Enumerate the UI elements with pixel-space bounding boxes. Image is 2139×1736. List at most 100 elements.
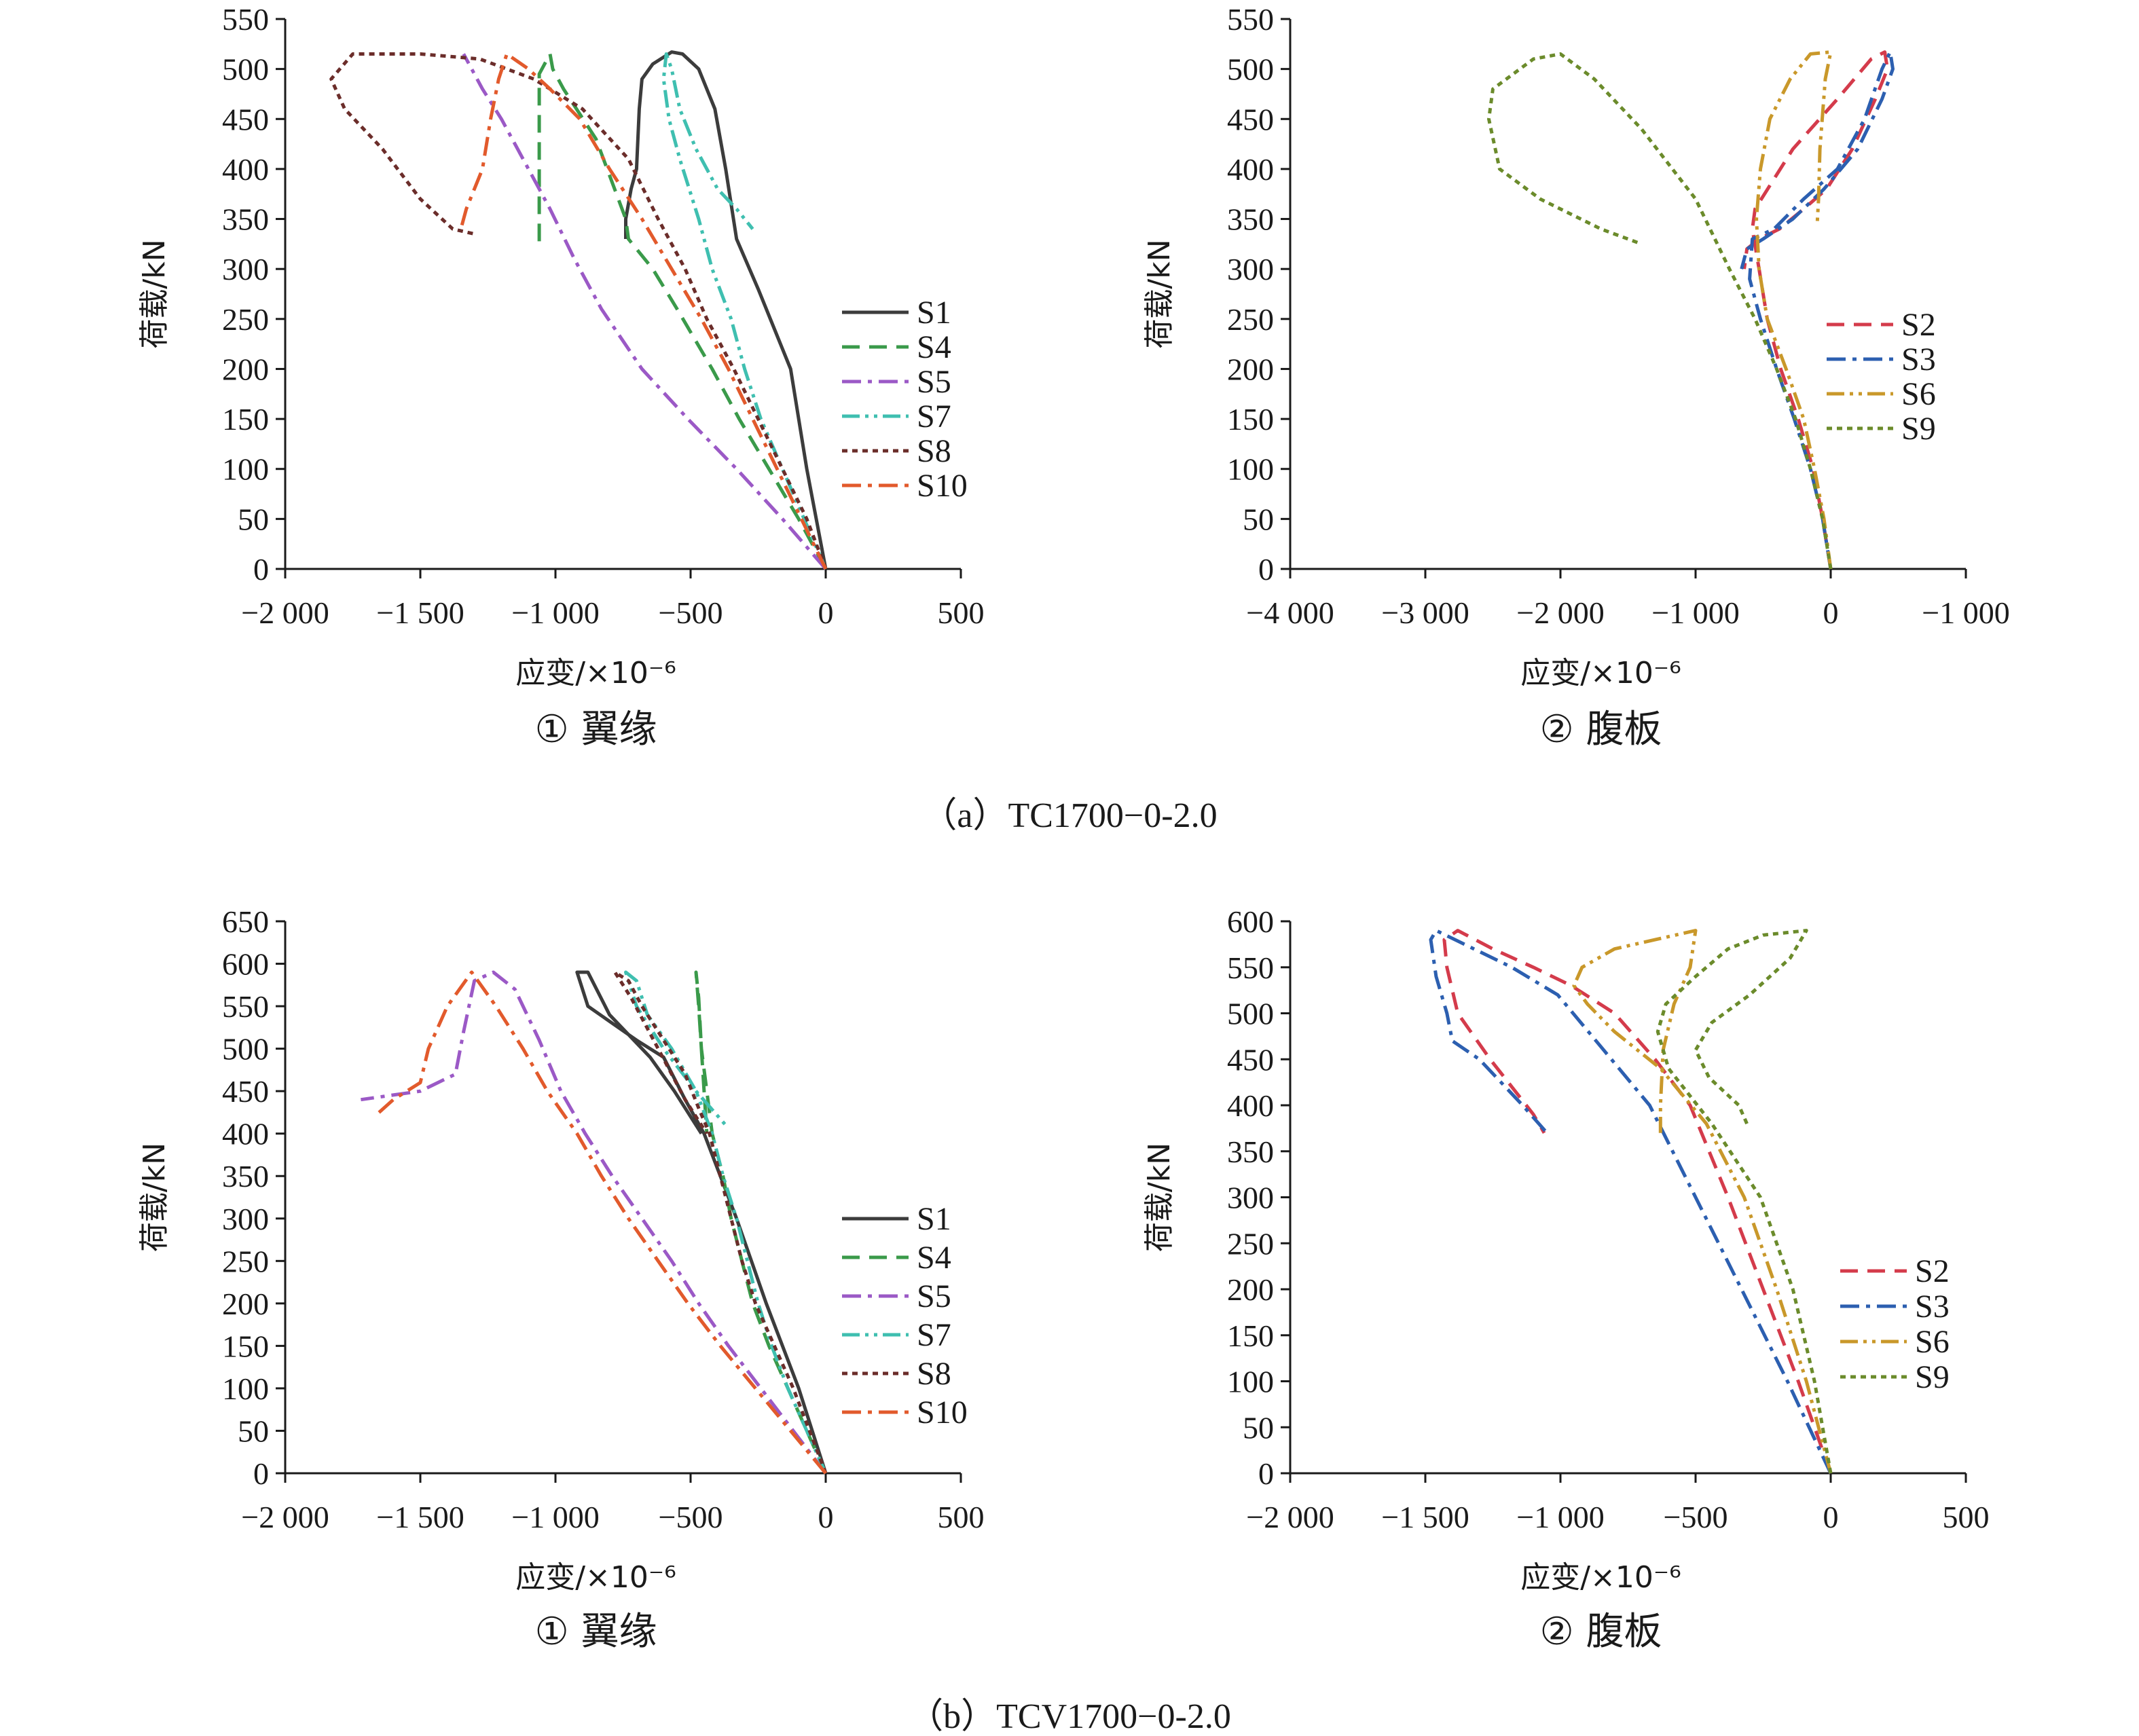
legend-label-s1: S1 [917,295,951,331]
legend-label-s10: S10 [917,1395,968,1430]
x-tick-label: −2 000 [1246,1500,1334,1534]
legend-label-s6: S6 [1915,1324,1950,1360]
y-tick-label: 550 [222,989,269,1024]
y-tick-label: 0 [1258,1456,1274,1491]
panel-subtitle: ② 腹板 [1539,707,1662,752]
y-tick-label: 500 [1227,52,1274,87]
y-tick-label: 300 [1227,252,1274,287]
series-line-s8 [613,970,828,1474]
series-line-s1 [624,50,828,570]
series-line-s4 [694,970,828,1475]
series-line-s10 [373,970,827,1475]
x-axis-label: 应变/×10⁻⁶ [1520,1560,1681,1595]
y-tick-label: 400 [222,1117,269,1151]
y-tick-label: 300 [222,252,269,287]
panel-subtitle: ① 翼缘 [534,707,657,752]
x-tick-label: 0 [1823,595,1839,630]
y-tick-label: 500 [1227,997,1274,1031]
y-tick-label: 200 [1227,352,1274,386]
legend-label-s3: S3 [1901,341,1936,377]
panel-a-web: 0 50 100 150 200 250 300 350 400 450 500 550 −4 000 −… [1142,2,2010,752]
y-tick-label: 250 [1227,1226,1274,1261]
series-line-s7 [624,970,828,1475]
x-tick-label: −1 000 [511,1500,599,1534]
legend-label-s9: S9 [1915,1359,1950,1395]
legend-label-s1: S1 [917,1201,951,1237]
x-axis-label: 应变/×10⁻⁶ [1520,656,1681,690]
y-tick-label: 400 [222,152,269,187]
series-line-s5 [462,53,827,570]
legend-label-s7: S7 [917,399,951,435]
x-tick-label: 500 [938,1500,985,1534]
y-tick-label: 50 [238,502,269,536]
legend-label-s4: S4 [917,1240,951,1276]
x-tick-label: 0 [818,1500,834,1534]
legend-label-s2: S2 [1915,1253,1950,1289]
y-tick-label: 100 [1227,1365,1274,1399]
y-tick-label: 450 [222,1074,269,1109]
y-tick-label: 600 [1227,904,1274,939]
y-tick-label: 100 [1227,452,1274,487]
x-tick-label: 500 [1943,1500,1990,1534]
x-tick-label: −500 [659,595,723,630]
y-tick-label: 150 [222,402,269,437]
series-line-s4 [537,52,828,570]
y-tick-label: 250 [1227,302,1274,337]
x-tick-label: 500 [938,595,985,630]
x-tick-label: −4 000 [1246,595,1334,630]
y-tick-label: 100 [222,452,269,487]
x-axis-label: 应变/×10⁻⁶ [515,656,676,690]
y-tick-label: 100 [222,1371,269,1406]
x-tick-label: −1 000 [1516,1500,1604,1534]
legend-label-s7: S7 [917,1317,951,1353]
legend-label-s6: S6 [1901,376,1936,412]
series-line-s1 [575,970,828,1474]
y-tick-label: 350 [222,1159,269,1194]
y-tick-label: 500 [222,52,269,87]
panel-b-flange: 0 50 100 150 200 250 300 350 400 450 500 550 600 650 −… [137,904,985,1654]
x-tick-label: −1 000 [511,595,599,630]
y-tick-label: 550 [1227,2,1274,37]
legend-label-s5: S5 [917,364,951,400]
x-tick-label: −1 000 [1922,595,2009,630]
legend-label-s8: S8 [917,433,951,469]
y-tick-label: 0 [253,552,269,587]
series-line-s10 [459,52,828,570]
y-tick-label: 400 [1227,1088,1274,1123]
y-tick-label: 200 [222,1287,269,1321]
caption-b: （b）TCV1700−0-2.0 [908,1697,1231,1736]
y-tick-label: 250 [222,302,269,337]
series-line-s6 [1572,929,1833,1474]
x-tick-label: −1 500 [1381,1500,1469,1534]
legend-label-s9: S9 [1901,411,1936,447]
legend-label-s4: S4 [917,329,951,365]
y-tick-label: 650 [222,904,269,939]
y-tick-label: 550 [1227,950,1274,985]
x-tick-label: −2 000 [241,1500,329,1534]
y-axis-label: 荷载/kN [1142,1143,1177,1252]
x-tick-label: 0 [1823,1500,1839,1534]
y-tick-label: 400 [1227,152,1274,187]
x-tick-label: −1 500 [376,595,464,630]
panel-a-flange: 0 50 100 150 200 250 300 350 400 450 500 550 −2 000 −… [137,2,985,752]
y-tick-label: 150 [1227,1318,1274,1353]
panel-b-web: 0 50 100 150 200 250 300 350 400 450 500 550 600 −2 0… [1142,904,1990,1654]
caption-a: （a）TC1700−0-2.0 [921,796,1217,835]
panel-subtitle: ① 翼缘 [534,1610,657,1654]
y-tick-label: 300 [222,1202,269,1236]
series-line-s6 [1755,50,1833,570]
y-tick-label: 150 [222,1329,269,1363]
x-axis-label: 应变/×10⁻⁶ [515,1560,676,1595]
x-tick-label: −3 000 [1381,595,1469,630]
series-line-s9 [1656,929,1833,1474]
legend-label-s5: S5 [917,1278,951,1314]
x-tick-label: 0 [818,595,834,630]
y-tick-label: 200 [222,352,269,386]
y-axis-label: 荷载/kN [1142,239,1177,348]
x-tick-label: −2 000 [241,595,329,630]
y-tick-label: 0 [1258,552,1274,587]
legend-label-s2: S2 [1901,307,1936,343]
y-tick-label: 150 [1227,402,1274,437]
series-line-s9 [1487,52,1833,570]
